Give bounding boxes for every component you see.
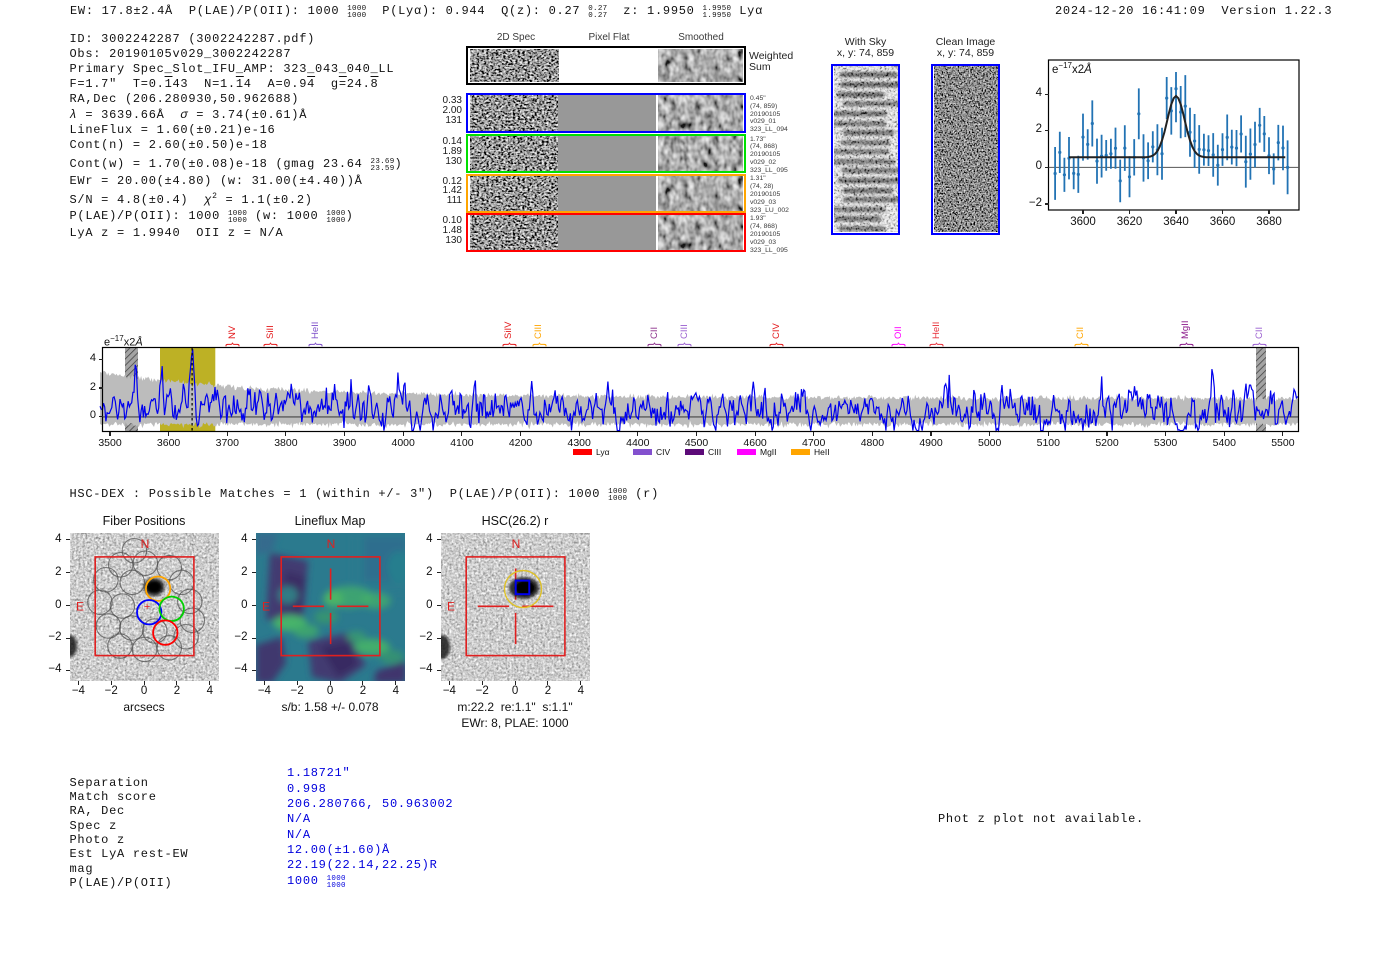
svg-text:E: E: [76, 599, 84, 613]
svg-text:N: N: [140, 536, 149, 550]
svg-text:E: E: [262, 599, 270, 613]
svg-text:E: E: [447, 599, 455, 613]
svg-text:N: N: [326, 536, 335, 550]
svg-text:N: N: [511, 536, 520, 550]
svg-text:+: +: [143, 600, 149, 612]
